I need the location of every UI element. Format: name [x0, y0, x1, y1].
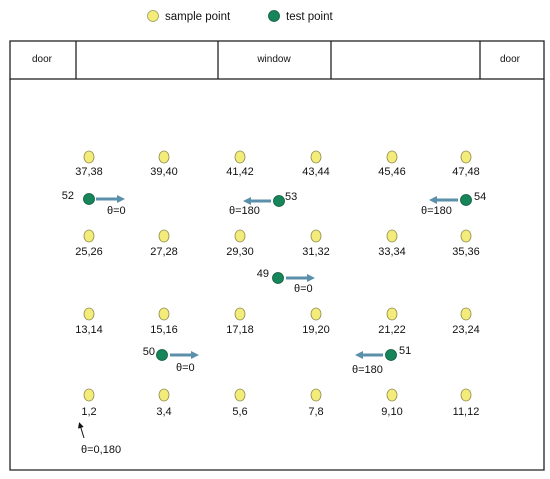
test-point-angle: θ=0: [107, 205, 126, 217]
sample-point-marker: [83, 307, 95, 321]
sample-point-label: 37,38: [75, 166, 103, 178]
sample-point-marker: [83, 229, 95, 243]
test-point-angle: θ=180: [352, 364, 383, 376]
sample-point-marker: [234, 229, 246, 243]
sample-point-marker: [310, 307, 322, 321]
sample-point-marker: [83, 388, 95, 402]
sample-point-marker: [234, 388, 246, 402]
sample-point-label: 5,6: [232, 406, 247, 418]
test-points: 52 θ=0 53 θ=180 54 θ=180 49 θ=0 50 θ=0 51 θ=180: [62, 190, 487, 376]
test-point: 53 θ=180: [229, 191, 297, 217]
sample-point-label: 27,28: [150, 246, 178, 258]
test-point-angle: θ=0: [176, 362, 195, 374]
sample-point-label: 29,30: [226, 246, 254, 258]
test-point: 49 θ=0: [257, 268, 315, 295]
test-point-id: 54: [474, 191, 486, 203]
test-point-marker: [272, 272, 284, 284]
test-point-id: 53: [285, 191, 297, 203]
test-point-angle: θ=0: [294, 283, 313, 295]
sample-point-marker: [386, 229, 398, 243]
sample-points: 37,38 39,40 41,42 43,44 45,46 47,48 25,26 27,28…: [75, 150, 480, 418]
test-point-marker: [273, 195, 285, 207]
sample-point-marker: [460, 150, 472, 164]
note-text: θ=0,180: [81, 444, 121, 456]
sample-point-label: 25,26: [75, 246, 103, 258]
test-point-angle: θ=180: [229, 205, 260, 217]
sample-point-label: 7,8: [308, 406, 323, 418]
test-point: 51 θ=180: [352, 345, 411, 376]
sample-point-label: 9,10: [381, 406, 402, 418]
legend-sample-marker: [147, 10, 159, 22]
sample-point-marker: [310, 388, 322, 402]
sample-point-marker: [158, 150, 170, 164]
sample-point-marker: [386, 307, 398, 321]
legend: sample point test point: [147, 10, 333, 23]
test-point-marker: [83, 193, 95, 205]
test-point-id: 49: [257, 268, 269, 280]
orientation-note: θ=0,180: [78, 422, 121, 456]
test-point-marker: [460, 194, 472, 206]
sample-point-label: 39,40: [150, 166, 178, 178]
note-arrow: [78, 422, 85, 439]
sample-point-label: 11,12: [453, 406, 480, 418]
window-label: window: [256, 54, 291, 65]
sample-point-marker: [386, 388, 398, 402]
sample-point-marker: [386, 150, 398, 164]
sample-point-label: 21,22: [378, 324, 406, 336]
sample-point-marker: [460, 388, 472, 402]
sample-point-label: 47,48: [452, 166, 480, 178]
sample-point-marker: [158, 307, 170, 321]
sample-point-label: 45,46: [378, 166, 406, 178]
sample-point-label: 23,24: [452, 324, 480, 336]
sample-point-label: 31,32: [302, 246, 330, 258]
test-point: 54 θ=180: [421, 191, 486, 217]
sample-point-label: 3,4: [156, 406, 171, 418]
sample-point-label: 1,2: [81, 406, 96, 418]
door-left-label: door: [32, 54, 53, 65]
sample-point-label: 19,20: [302, 324, 330, 336]
sample-point-marker: [158, 388, 170, 402]
sample-point-label: 15,16: [150, 324, 178, 336]
legend-test-marker: [268, 10, 280, 22]
sample-point-label: 33,34: [378, 246, 406, 258]
sample-point-marker: [158, 229, 170, 243]
sample-point-label: 17,18: [226, 324, 254, 336]
test-point: 52 θ=0: [62, 190, 126, 217]
sample-point-marker: [310, 229, 322, 243]
sample-point-marker: [234, 150, 246, 164]
test-point-marker: [156, 349, 168, 361]
sample-point-marker: [460, 229, 472, 243]
sample-point-label: 35,36: [452, 246, 480, 258]
test-point-id: 51: [399, 345, 411, 357]
legend-sample-label: sample point: [165, 11, 231, 23]
test-point-angle: θ=180: [421, 205, 452, 217]
sample-point-marker: [234, 307, 246, 321]
legend-test-label: test point: [286, 11, 333, 23]
test-point-id: 50: [143, 346, 155, 358]
room-top-strip: door window door: [9, 40, 545, 80]
sample-point-marker: [460, 307, 472, 321]
room-walls: [9, 79, 545, 471]
test-point: 50 θ=0: [143, 346, 199, 374]
test-point-marker: [385, 349, 397, 361]
test-point-id: 52: [62, 190, 74, 202]
sample-point-marker: [310, 150, 322, 164]
door-right-label: door: [500, 54, 521, 65]
sample-point-label: 43,44: [302, 166, 330, 178]
sample-point-marker: [83, 150, 95, 164]
sample-point-label: 13,14: [75, 324, 103, 336]
sample-point-label: 41,42: [226, 166, 254, 178]
